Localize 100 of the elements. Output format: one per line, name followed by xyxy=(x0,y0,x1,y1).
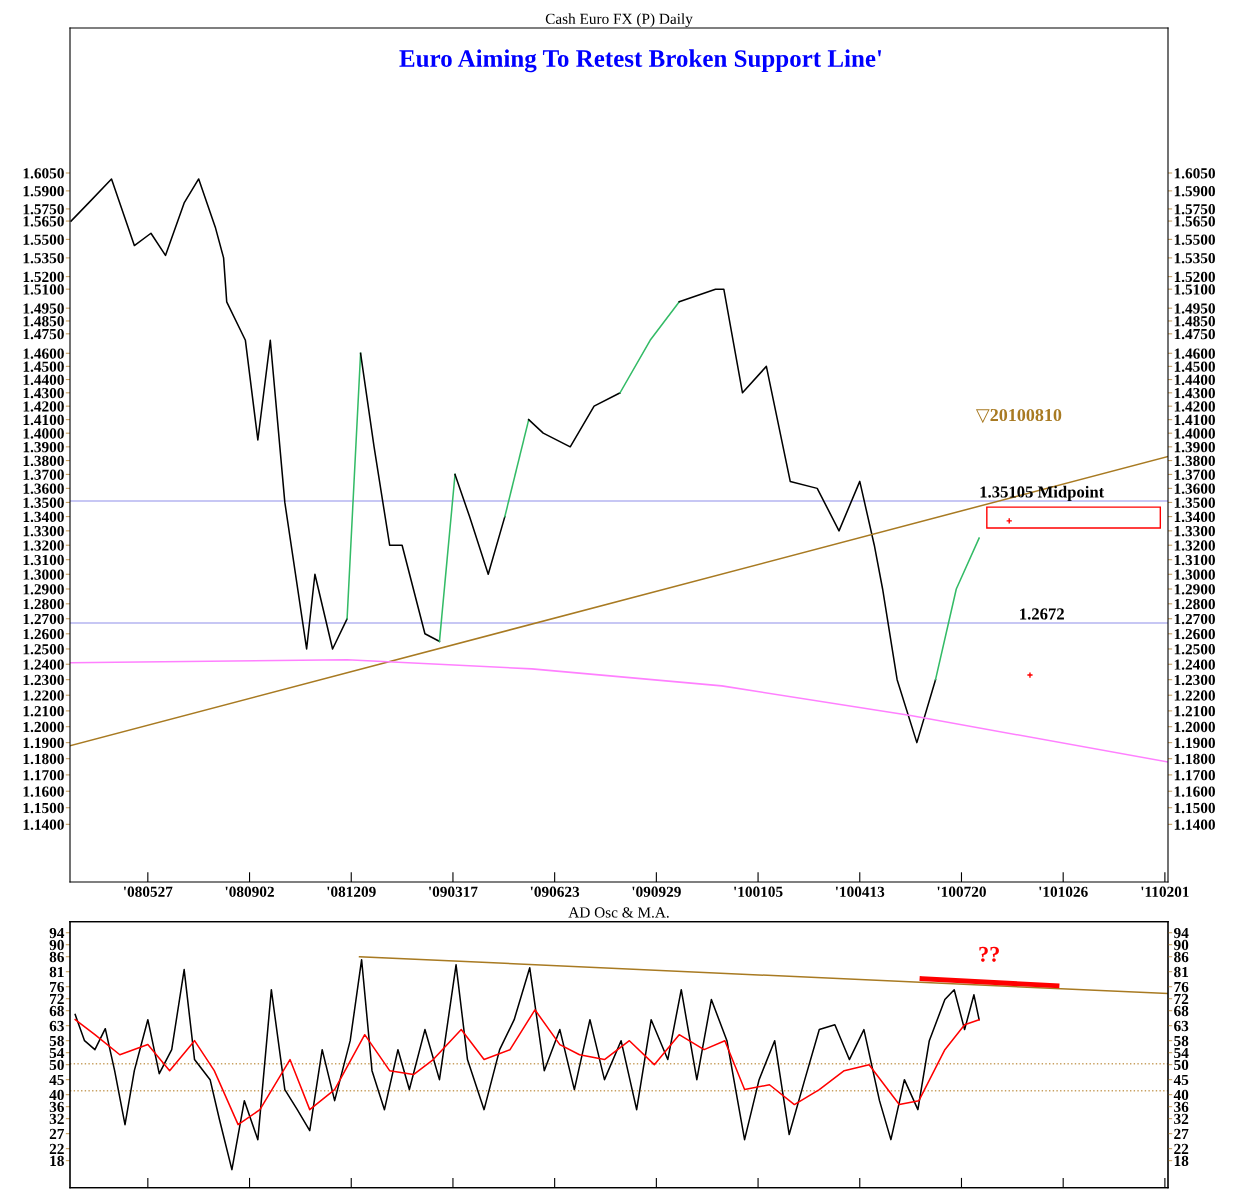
y-tick-label: 1.2400 xyxy=(23,659,64,670)
text: 1.5750 xyxy=(1174,204,1215,215)
y-tick-label: 1.1600 xyxy=(23,786,64,797)
y-tick-label: 90 xyxy=(49,939,64,951)
text: 1.5650 xyxy=(1174,216,1215,227)
text: 1.3500 xyxy=(1174,497,1215,508)
y-tick-label: 72 xyxy=(50,993,64,1004)
x-tick-label: '081209 xyxy=(327,886,376,897)
y-tick-label: 1.4950 xyxy=(23,303,64,314)
text: Euro Aiming To Retest Broken Support Line' xyxy=(399,49,882,73)
y2-tick-label: 63 xyxy=(1174,1020,1189,1032)
text: 1.1800 xyxy=(1174,753,1215,765)
y-tick-label: 1.5500 xyxy=(23,234,64,245)
y-tick-label: 1.1400 xyxy=(23,819,64,830)
line-series xyxy=(678,288,937,744)
y-tick-label: 1.6050 xyxy=(23,168,64,179)
y-tick-label: 1.3400 xyxy=(23,511,64,523)
text: 1.4200 xyxy=(1174,401,1215,412)
y-tick-label: 27 xyxy=(49,1128,65,1139)
y-tick-label: 1.4500 xyxy=(23,361,64,372)
text: 1.5900 xyxy=(1174,186,1215,197)
text: 1.4600 xyxy=(1174,348,1215,359)
y2-tick-label: 58 xyxy=(1174,1035,1189,1047)
text: 1.3100 xyxy=(1174,554,1215,566)
y-tick-label: 1.5900 xyxy=(23,186,64,197)
y-tick-label: 1.4100 xyxy=(23,414,64,426)
text: 1.2100 xyxy=(1174,706,1215,717)
line-series xyxy=(70,658,1168,763)
y-tick-label: 1.2300 xyxy=(23,674,64,686)
y-tick-label: 1.5350 xyxy=(23,253,64,264)
x-tick-label: '090317 xyxy=(429,886,478,897)
y-tick-label: 1.2500 xyxy=(23,644,64,655)
text: 1.3300 xyxy=(1174,525,1215,537)
x-tick-label: '090929 xyxy=(632,886,681,897)
y-tick-label: 18 xyxy=(50,1155,64,1167)
y-tick-label: 1.3300 xyxy=(23,525,64,537)
y2-tick-label: 40 xyxy=(1173,1089,1189,1101)
x-tick-label: '100413 xyxy=(835,886,885,897)
y-tick-label: 1.2700 xyxy=(23,613,64,625)
y-tick-label: 1.3900 xyxy=(23,441,64,453)
y-tick-label: 22 xyxy=(49,1143,64,1154)
chart-title: AD Osc & M.A. xyxy=(568,907,669,918)
text: 1.2000 xyxy=(1174,721,1215,733)
text: 1.4100 xyxy=(1174,414,1215,426)
y-tick-label: 1.3100 xyxy=(23,554,64,566)
y-tick-label: 1.1900 xyxy=(23,737,64,749)
text: 1.1700 xyxy=(1174,770,1215,781)
text: 1.6050 xyxy=(1174,168,1215,179)
text: 1.4500 xyxy=(1174,361,1215,372)
y2-tick-label: 68 xyxy=(1174,1005,1189,1017)
x-tick-label: '110201 xyxy=(1141,886,1189,897)
text: 1.5500 xyxy=(1174,234,1215,245)
y2-tick-label: 76 xyxy=(1174,981,1189,993)
text: 1.5100 xyxy=(1174,284,1215,295)
y-tick-label: 86 xyxy=(49,951,64,963)
y-tick-label: 1.5200 xyxy=(23,271,64,283)
text: 1.2400 xyxy=(1174,659,1215,670)
text: 1.4850 xyxy=(1174,316,1215,327)
y-tick-label: 1.1500 xyxy=(23,802,64,814)
y-tick-label: 45 xyxy=(49,1074,64,1086)
y-tick-label: 1.1700 xyxy=(23,770,64,781)
y-tick-label: 1.3500 xyxy=(23,497,64,508)
line-series xyxy=(359,352,441,643)
y-tick-label: 40 xyxy=(49,1089,64,1101)
x-tick-label: '101026 xyxy=(1039,886,1088,897)
y-tick-label: 1.3800 xyxy=(23,455,64,467)
line-series xyxy=(74,1009,980,1126)
y-tick-label: 32 xyxy=(49,1113,64,1125)
y2-tick-label: 94 xyxy=(1173,927,1189,939)
y-tick-label: 1.5100 xyxy=(23,284,64,295)
y-tick-label: 1.4600 xyxy=(23,348,64,359)
y2-tick-label: 22 xyxy=(1174,1143,1189,1154)
text: 1.4750 xyxy=(1174,328,1215,340)
chart-title: Cash Euro FX (P) Daily xyxy=(545,13,693,28)
text: 1.1400 xyxy=(1174,819,1215,830)
y-tick-label: 1.2900 xyxy=(23,584,64,595)
text: 1.4400 xyxy=(1174,374,1215,386)
y-tick-label: 54 xyxy=(49,1047,65,1059)
y2-tick-label: 36 xyxy=(1174,1101,1189,1113)
annotation: ▽20100810 xyxy=(975,408,1062,424)
y-tick-label: 1.5650 xyxy=(23,216,64,227)
y2-tick-label: 50 xyxy=(1174,1059,1189,1071)
y-tick-label: 81 xyxy=(49,966,64,978)
text: 1.4300 xyxy=(1174,387,1215,399)
text: 1.3600 xyxy=(1174,483,1215,494)
text: 1.2500 xyxy=(1174,644,1215,655)
x-tick-label: '080902 xyxy=(225,886,274,897)
text: 1.2900 xyxy=(1174,584,1215,595)
y-tick-label: 1.2100 xyxy=(23,706,64,717)
text: 1.1600 xyxy=(1174,786,1215,797)
y2-tick-label: 86 xyxy=(1174,951,1189,963)
y-tick-label: 1.3700 xyxy=(23,469,64,480)
text: 1.4000 xyxy=(1174,428,1215,439)
y-tick-label: 1.2800 xyxy=(23,598,64,610)
text: 1.3200 xyxy=(1174,540,1215,551)
y-tick-label: 1.2000 xyxy=(23,721,64,733)
text: 1.3900 xyxy=(1174,441,1215,453)
y-tick-label: 1.1800 xyxy=(23,753,64,765)
text: 1.1500 xyxy=(1174,802,1215,814)
y2-tick-label: 32 xyxy=(1174,1113,1189,1125)
